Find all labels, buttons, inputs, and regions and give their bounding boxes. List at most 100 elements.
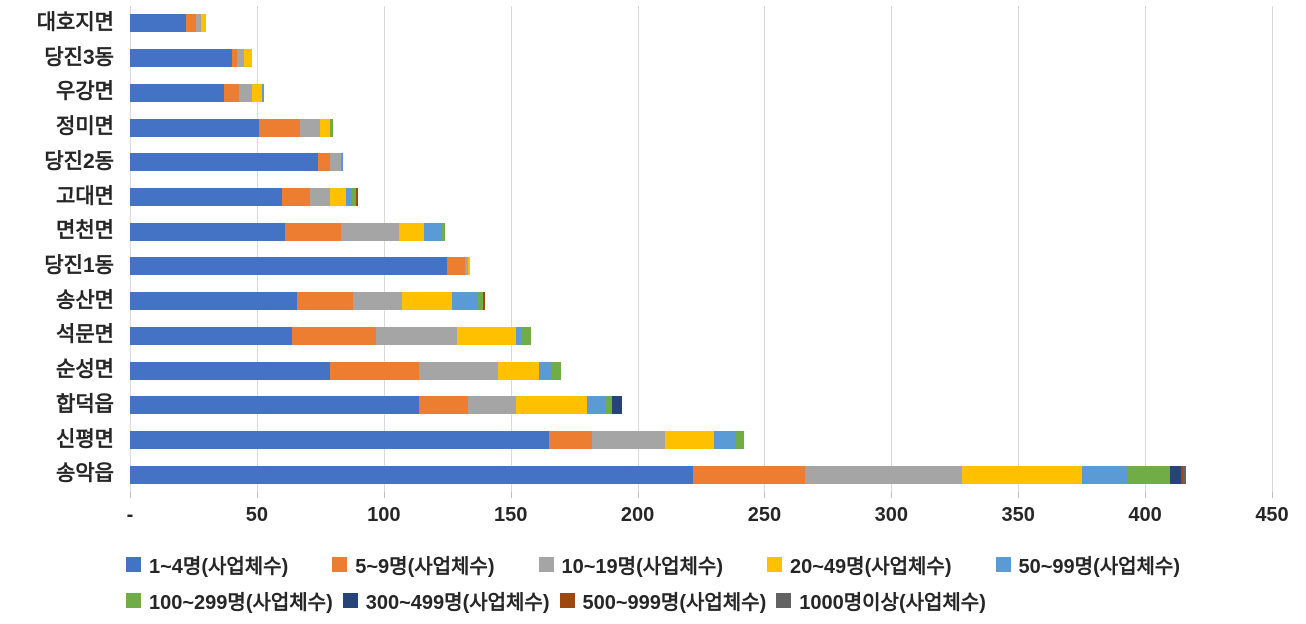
tick-mark bbox=[130, 492, 131, 498]
category-label: 송산면 bbox=[56, 288, 114, 312]
gridline bbox=[764, 6, 766, 492]
chart-legend: 1~4명(사업체수) 5~9명(사업체수) 10~19명(사업체수) 20~49명(사… bbox=[126, 550, 1296, 622]
bar-segment bbox=[130, 430, 549, 449]
tick-mark bbox=[764, 492, 766, 498]
bar-segment bbox=[355, 187, 359, 206]
bar-segment bbox=[310, 187, 331, 206]
legend-swatch-icon bbox=[559, 593, 575, 608]
tick-mark bbox=[510, 492, 512, 498]
bar-segment bbox=[130, 361, 331, 380]
bar-segment bbox=[805, 465, 963, 484]
legend-swatch-icon bbox=[995, 557, 1011, 572]
x-axis-tick-labels: - 50 100 150 200 250 300 350 400 450 bbox=[127, 504, 1289, 532]
category-label: 당진2동 bbox=[44, 149, 114, 173]
bar-row bbox=[130, 118, 1272, 137]
bar-segment bbox=[350, 187, 356, 206]
bar-segment bbox=[419, 396, 468, 415]
bar-segment bbox=[259, 118, 301, 137]
bar-segment bbox=[330, 361, 420, 380]
bar-segment bbox=[419, 361, 498, 380]
legend-label: 100~299명(사업체수) bbox=[149, 592, 333, 614]
legend-item: 1~4명(사업체수) bbox=[126, 550, 288, 579]
bar-segment bbox=[236, 49, 245, 68]
category-label: 고대면 bbox=[56, 184, 114, 208]
bar-row bbox=[130, 361, 1272, 380]
legend-item: 100~299명(사업체수) bbox=[126, 586, 333, 615]
x-tick-label: 50 bbox=[245, 504, 268, 526]
bar-segment bbox=[1183, 465, 1186, 484]
bar-segment bbox=[612, 396, 623, 415]
bar-segment bbox=[604, 396, 613, 415]
bar-segment bbox=[515, 326, 521, 345]
bar-segment bbox=[130, 465, 694, 484]
gridline bbox=[637, 6, 639, 492]
bar-segment bbox=[239, 83, 252, 102]
plot-area bbox=[130, 6, 1273, 492]
bar-segment bbox=[551, 361, 562, 380]
tick-mark bbox=[1272, 492, 1273, 498]
bar-segment bbox=[586, 396, 605, 415]
bar-segment bbox=[340, 222, 399, 241]
legend-item: 500~999명(사업체수) bbox=[559, 586, 767, 615]
bar-segment bbox=[693, 465, 806, 484]
bar-segment bbox=[1127, 465, 1171, 484]
x-tick-label: 100 bbox=[367, 504, 401, 526]
bar-segment bbox=[1081, 465, 1128, 484]
bar-segment bbox=[130, 257, 448, 276]
bar-segment bbox=[231, 49, 237, 68]
bar-segment bbox=[477, 292, 483, 311]
gridline bbox=[510, 6, 512, 492]
bar-segment bbox=[424, 222, 443, 241]
tick-mark bbox=[1145, 492, 1147, 498]
bar-segment bbox=[497, 361, 539, 380]
bar-segment bbox=[464, 257, 468, 276]
bar-row bbox=[130, 14, 1272, 33]
legend-swatch-icon bbox=[538, 557, 554, 572]
tick-mark bbox=[256, 492, 258, 498]
bar-segment bbox=[130, 118, 260, 137]
category-label: 합덕읍 bbox=[56, 392, 114, 416]
legend-swatch-icon bbox=[776, 593, 792, 608]
legend-row: 1~4명(사업체수) 5~9명(사업체수) 10~19명(사업체수) 20~49명(사… bbox=[126, 550, 1296, 579]
bar-segment bbox=[130, 83, 224, 102]
bar-segment bbox=[300, 118, 321, 137]
legend-item: 10~19명(사업체수) bbox=[538, 550, 723, 579]
bar-segment bbox=[467, 257, 471, 276]
legend-label: 1000명이상(사업체수) bbox=[799, 592, 986, 614]
bar-segment bbox=[962, 465, 1082, 484]
bar-segment bbox=[130, 49, 232, 68]
bar-segment bbox=[130, 326, 293, 345]
bar-segment bbox=[398, 222, 425, 241]
legend-item: 20~49명(사업체수) bbox=[767, 550, 952, 579]
category-label: 우강면 bbox=[56, 80, 114, 104]
tick-mark bbox=[637, 492, 639, 498]
bar-row bbox=[130, 465, 1272, 484]
bar-segment bbox=[130, 222, 285, 241]
gridline bbox=[1272, 6, 1273, 492]
bar-row bbox=[130, 257, 1272, 276]
bar-segment bbox=[320, 118, 331, 137]
category-label: 면천면 bbox=[56, 219, 114, 243]
legend-label: 20~49명(사업체수) bbox=[790, 556, 952, 578]
legend-label: 500~999명(사업체수) bbox=[582, 592, 767, 614]
bar-row bbox=[130, 326, 1272, 345]
legend-item: 5~9명(사업체수) bbox=[332, 550, 495, 579]
legend-swatch-icon bbox=[342, 593, 358, 608]
bar-segment bbox=[130, 396, 420, 415]
y-axis-category-labels: 대호지면 당진3동 우강면 정미면 당진2동 고대면 면천면 당진1동 송산면 석문면 순성면 합덕읍… bbox=[0, 6, 122, 492]
bar-segment bbox=[130, 292, 298, 311]
x-tick-label: 400 bbox=[1128, 504, 1162, 526]
category-label: 신평면 bbox=[56, 427, 114, 451]
x-tick-label: 150 bbox=[493, 504, 528, 526]
x-axis-tick-marks bbox=[130, 492, 1273, 498]
bar-row bbox=[130, 222, 1272, 241]
bar-segment bbox=[292, 326, 377, 345]
bar-row bbox=[130, 396, 1272, 415]
bar-segment bbox=[130, 14, 186, 33]
legend-label: 300~499명(사업체수) bbox=[365, 592, 550, 614]
bar-segment bbox=[284, 222, 341, 241]
x-tick-label: 200 bbox=[620, 504, 655, 526]
bar-segment bbox=[401, 292, 453, 311]
bar-segment bbox=[452, 292, 478, 311]
